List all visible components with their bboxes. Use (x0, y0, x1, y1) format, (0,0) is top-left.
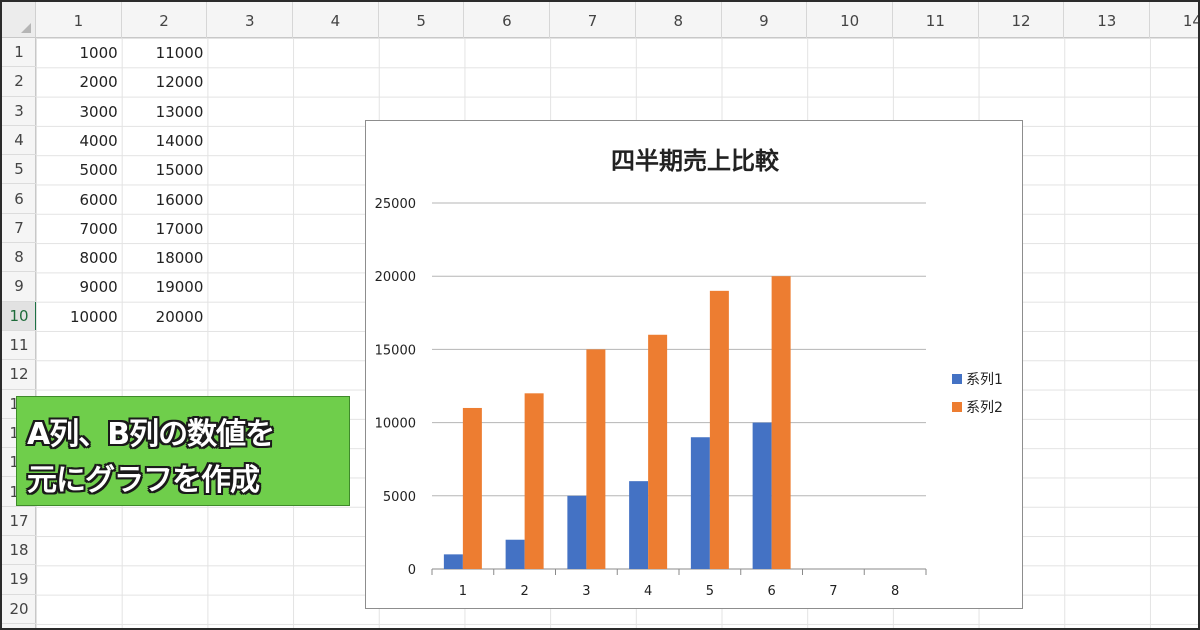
column-header[interactable]: 14 (1150, 2, 1198, 38)
x-tick-label: 1 (459, 584, 467, 599)
y-tick-label: 25000 (375, 197, 416, 212)
cell-value[interactable]: 8000 (79, 249, 118, 268)
cell-value[interactable]: 6000 (79, 190, 118, 209)
x-tick-label: 5 (706, 584, 714, 599)
banner-line-1: A列、B列の数値を (27, 417, 275, 452)
row-header[interactable]: 12 (2, 360, 36, 390)
bar-series2 (771, 276, 791, 569)
column-header[interactable]: 1 (36, 2, 122, 38)
cell-value[interactable]: 14000 (155, 131, 204, 150)
row-header[interactable]: 17 (2, 507, 36, 537)
cell-value[interactable]: 13000 (155, 102, 204, 121)
cell-value[interactable]: 2000 (79, 73, 118, 92)
column-header[interactable]: 6 (465, 2, 551, 38)
row-header[interactable]: 3 (2, 97, 36, 126)
cell-value[interactable]: 12000 (155, 73, 204, 92)
cell-value[interactable]: 7000 (79, 219, 118, 238)
row-header[interactable]: 18 (2, 536, 36, 566)
bar-series1 (443, 554, 463, 569)
row-header[interactable]: 4 (2, 126, 36, 156)
column-header[interactable]: 2 (122, 2, 208, 38)
row-header[interactable]: 20 (2, 595, 36, 624)
banner-line-2: 元にグラフを作成 (27, 463, 260, 498)
row-header[interactable]: 9 (2, 272, 36, 302)
row-header[interactable]: 5 (2, 155, 36, 185)
cell-value[interactable]: 5000 (79, 161, 118, 180)
y-tick-label: 15000 (375, 343, 416, 358)
row-header[interactable]: 1 (2, 38, 36, 68)
x-tick-label: 4 (644, 584, 652, 599)
cell-value[interactable]: 20000 (155, 307, 204, 326)
cell-value[interactable]: 1000 (79, 44, 118, 62)
column-header[interactable]: 5 (379, 2, 465, 38)
row-header[interactable]: 2 (2, 67, 36, 97)
bar-series2 (709, 290, 729, 569)
row-header[interactable]: 10 (2, 301, 37, 331)
cell-value[interactable]: 17000 (155, 219, 204, 238)
bar-chart: 四半期売上比較 0 5000 10000 15000 20000 25000 1 2 3 4 5 6 7 8… (375, 147, 1003, 599)
legend-label: 系列2 (966, 400, 1003, 416)
bar-series2 (648, 334, 668, 569)
y-tick-label: 10000 (375, 417, 416, 432)
cell-value[interactable]: 15000 (155, 161, 204, 180)
row-headers: 1234567891011121314151617181920 (2, 38, 37, 628)
select-all-corner[interactable] (2, 2, 36, 38)
bar-series2 (586, 349, 606, 569)
bar-series2 (524, 393, 544, 569)
bar-series1 (567, 495, 587, 569)
column-header[interactable]: 9 (722, 2, 808, 38)
column-header[interactable]: 8 (636, 2, 722, 38)
x-tick-label: 3 (582, 584, 590, 599)
cell-value[interactable]: 10000 (69, 307, 118, 326)
y-tick-label: 20000 (375, 270, 416, 285)
cell-value[interactable]: 18000 (155, 249, 204, 268)
column-headers: 1234567891011121314 (36, 2, 1198, 38)
column-header[interactable]: 10 (807, 2, 893, 38)
cell-value[interactable]: 3000 (79, 102, 118, 121)
x-tick-label: 6 (767, 584, 775, 599)
x-tick-label: 7 (829, 584, 837, 599)
legend-label: 系列1 (966, 372, 1003, 388)
bar-series2 (462, 407, 482, 569)
column-header[interactable]: 11 (893, 2, 979, 38)
column-header[interactable]: 13 (1064, 2, 1151, 38)
bar-series1 (752, 422, 772, 569)
bar-series1 (690, 437, 710, 569)
cell-value[interactable]: 9000 (79, 278, 118, 297)
row-header[interactable]: 8 (2, 243, 36, 273)
legend-swatch (952, 402, 962, 412)
bar-series1 (505, 539, 525, 569)
column-header[interactable]: 12 (979, 2, 1065, 38)
chart-title: 四半期売上比較 (611, 147, 780, 175)
row-header[interactable]: 7 (2, 214, 36, 244)
bar-series1 (629, 481, 649, 569)
cell-value[interactable]: 4000 (79, 131, 118, 150)
chart-area[interactable]: 四半期売上比較 0 5000 10000 15000 20000 25000 1 2 3 4 5 6 7 8… (365, 120, 1023, 609)
row-header[interactable]: 11 (2, 331, 36, 361)
cell-value[interactable]: 19000 (155, 278, 204, 297)
row-header[interactable]: 19 (2, 565, 36, 595)
cell-value[interactable]: 11000 (155, 44, 204, 62)
column-header[interactable]: 3 (207, 2, 294, 38)
row-header[interactable]: 6 (2, 185, 36, 214)
annotation-banner: A列、B列の数値を 元にグラフを作成 (16, 396, 350, 506)
legend-swatch (952, 374, 962, 384)
y-tick-label: 0 (408, 563, 416, 578)
column-header[interactable]: 4 (293, 2, 379, 38)
column-header[interactable]: 7 (550, 2, 636, 38)
cell-value[interactable]: 16000 (155, 190, 204, 209)
x-tick-label: 2 (520, 584, 528, 599)
x-tick-label: 8 (891, 584, 899, 599)
y-tick-label: 5000 (383, 490, 416, 505)
